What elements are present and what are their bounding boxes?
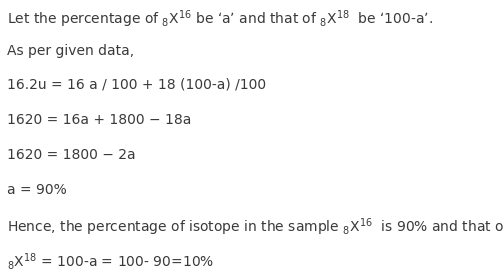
Text: 16.2u = 16 a / 100 + 18 (100-a) /100: 16.2u = 16 a / 100 + 18 (100-a) /100 bbox=[7, 78, 266, 92]
Text: 1620 = 16a + 1800 − 18a: 1620 = 16a + 1800 − 18a bbox=[7, 113, 191, 127]
Text: 1620 = 1800 − 2a: 1620 = 1800 − 2a bbox=[7, 148, 136, 162]
Text: $_{8}$X$^{18}$ = 100-a = 100- 90=10%: $_{8}$X$^{18}$ = 100-a = 100- 90=10% bbox=[7, 251, 214, 272]
Text: As per given data,: As per given data, bbox=[7, 44, 134, 58]
Text: Hence, the percentage of isotope in the sample $_{8}$X$^{16}$  is 90% and that o: Hence, the percentage of isotope in the … bbox=[7, 216, 503, 238]
Text: a = 90%: a = 90% bbox=[7, 183, 67, 197]
Text: Let the percentage of $_{8}$X$^{16}$ be ‘a’ and that of $_{8}$X$^{18}$  be ‘100-: Let the percentage of $_{8}$X$^{16}$ be … bbox=[7, 8, 433, 29]
